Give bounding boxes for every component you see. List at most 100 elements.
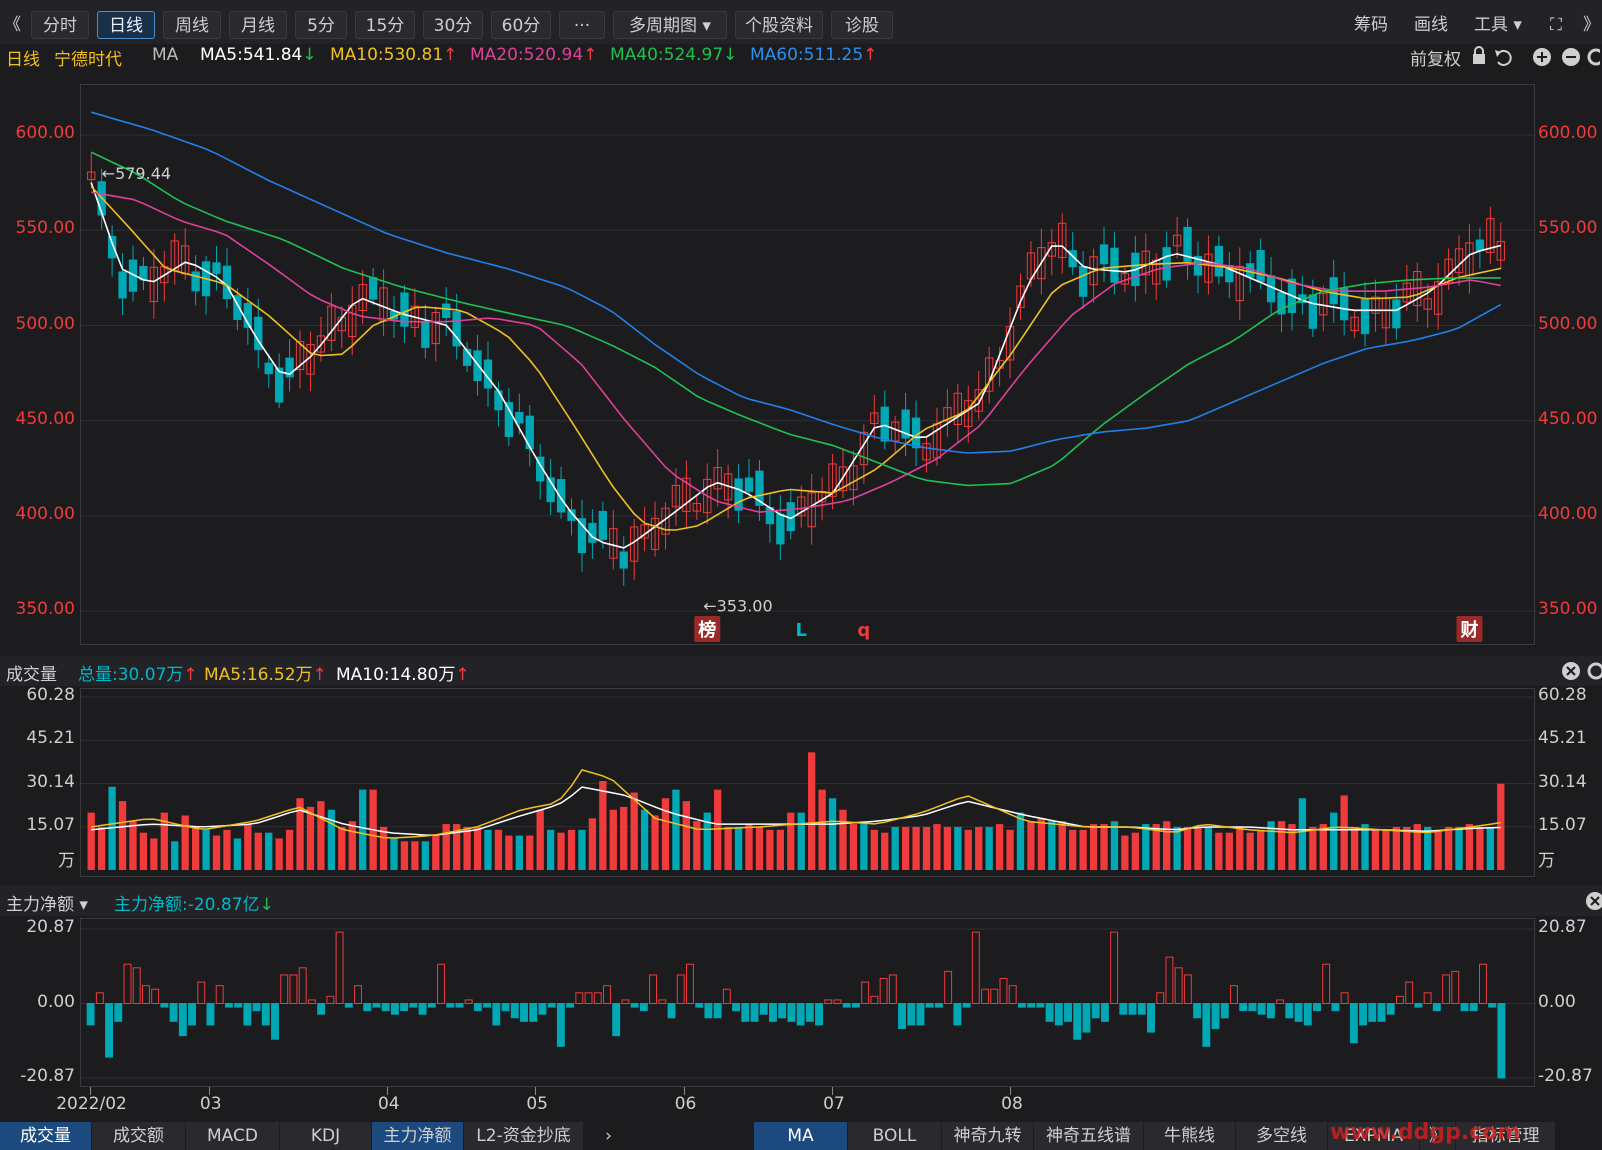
volume-bar[interactable] — [1027, 821, 1035, 870]
volume-bar[interactable] — [860, 824, 868, 870]
flow-bar[interactable] — [1137, 1003, 1146, 1015]
flow-bar[interactable] — [851, 1003, 860, 1008]
candle-body[interactable] — [1350, 316, 1359, 332]
zoom-in-icon[interactable] — [1533, 48, 1551, 66]
tab-more[interactable]: ··· — [559, 11, 605, 39]
flow-bar[interactable] — [686, 963, 694, 1004]
flow-bar[interactable] — [556, 1003, 565, 1047]
flow-bar[interactable] — [667, 1003, 676, 1019]
flow-bar[interactable] — [1110, 931, 1119, 1005]
flow-bar[interactable] — [1285, 1003, 1294, 1019]
volume-bar[interactable] — [682, 801, 691, 870]
flow-bar[interactable] — [842, 1003, 851, 1008]
volume-bar[interactable] — [1225, 832, 1233, 870]
candle-body[interactable] — [1183, 226, 1192, 262]
flow-bar[interactable] — [1303, 1003, 1312, 1026]
event-badge-l[interactable]: L — [795, 620, 806, 641]
flow-bar[interactable] — [473, 1003, 482, 1012]
volume-bar[interactable] — [640, 809, 649, 870]
volume-bar[interactable] — [379, 826, 388, 870]
flow-bar[interactable] — [1349, 1003, 1358, 1044]
flow-bar[interactable] — [676, 974, 685, 1004]
candle-body[interactable] — [556, 479, 566, 513]
flow-bar[interactable] — [1119, 1003, 1128, 1015]
flow-bar[interactable] — [1091, 1003, 1100, 1019]
flow-bar[interactable] — [1414, 1003, 1423, 1008]
flow-bar[interactable] — [1183, 974, 1192, 1004]
indicator-tab-6[interactable]: EXPMA — [1328, 1122, 1420, 1150]
flow-bar[interactable] — [584, 992, 593, 1004]
volume-bar[interactable] — [578, 829, 586, 870]
candle-body[interactable] — [671, 484, 681, 508]
flow-bar[interactable] — [105, 1003, 114, 1058]
gear-icon[interactable] — [1587, 662, 1602, 680]
candle-body[interactable] — [964, 400, 973, 428]
indicator-tab-8[interactable]: 指标管理 — [1456, 1122, 1556, 1150]
candle-body[interactable] — [107, 235, 117, 259]
flow-bar[interactable] — [1174, 967, 1183, 1004]
volume-bar[interactable] — [891, 826, 899, 870]
volume-chart[interactable] — [81, 689, 1536, 878]
flow-bar[interactable] — [1322, 963, 1331, 1004]
flow-bar[interactable] — [1497, 1003, 1506, 1079]
volume-bar[interactable] — [1121, 835, 1129, 870]
volume-bar[interactable] — [150, 838, 158, 870]
tab-zhouxian[interactable]: 周线 — [163, 11, 221, 39]
flow-bar[interactable] — [1036, 1003, 1045, 1008]
volume-bar[interactable] — [818, 789, 826, 870]
candle-body[interactable] — [682, 477, 691, 513]
flow-bar[interactable] — [492, 1003, 501, 1026]
tab-fenshi[interactable]: 分时 — [31, 11, 89, 39]
volume-bar[interactable] — [1215, 832, 1223, 870]
flow-bar[interactable] — [787, 1003, 796, 1022]
flow-bar[interactable] — [1054, 1003, 1063, 1026]
tab-60min[interactable]: 60分 — [491, 11, 551, 39]
flow-bar[interactable] — [1230, 985, 1238, 1004]
candle-body[interactable] — [838, 466, 848, 492]
flow-bar[interactable] — [1359, 1003, 1368, 1026]
flow-bar[interactable] — [1239, 1003, 1248, 1012]
flow-bar[interactable] — [953, 1003, 962, 1026]
flow-bar[interactable] — [1478, 963, 1487, 1004]
flow-bar[interactable] — [409, 1003, 418, 1008]
candle-body[interactable] — [598, 510, 607, 540]
flow-bar[interactable] — [132, 967, 141, 1004]
candle-body[interactable] — [692, 502, 701, 512]
candle-body[interactable] — [233, 295, 242, 320]
volume-bar[interactable] — [494, 829, 503, 870]
volume-bar[interactable] — [620, 806, 628, 870]
candle-body[interactable] — [222, 265, 232, 300]
volume-bar[interactable] — [463, 826, 471, 870]
flow-bar[interactable] — [962, 1003, 971, 1008]
event-badge-q[interactable]: q — [857, 620, 870, 641]
candle-body[interactable] — [650, 517, 660, 551]
flow-bar[interactable] — [298, 967, 307, 1004]
volume-bar[interactable] — [1079, 829, 1087, 870]
flow-bar[interactable] — [1313, 1003, 1321, 1012]
flow-bar[interactable] — [437, 963, 445, 1004]
flow-bar[interactable] — [1460, 1003, 1469, 1012]
volume-bar[interactable] — [1037, 818, 1046, 870]
volume-bar[interactable] — [1444, 826, 1453, 870]
volume-bar[interactable] — [139, 832, 148, 870]
volume-bar[interactable] — [1173, 826, 1181, 870]
bottom-tab-3[interactable]: KDJ — [280, 1122, 372, 1150]
volume-bar[interactable] — [1069, 829, 1077, 870]
tab-15min[interactable]: 15分 — [355, 11, 415, 39]
candle-body[interactable] — [797, 496, 806, 517]
volume-bar[interactable] — [359, 789, 367, 870]
volume-bar[interactable] — [1006, 829, 1014, 870]
candle-body[interactable] — [1475, 239, 1485, 252]
volume-bar[interactable] — [212, 835, 221, 870]
volume-bar[interactable] — [265, 832, 273, 870]
volume-bar[interactable] — [975, 826, 983, 870]
candle-body[interactable] — [295, 341, 305, 371]
candle-body[interactable] — [400, 292, 409, 327]
volume-bar[interactable] — [285, 829, 294, 870]
candle-body[interactable] — [1360, 298, 1370, 335]
flow-bar[interactable] — [870, 995, 879, 1004]
volume-bar[interactable] — [964, 829, 972, 870]
flow-bar[interactable] — [722, 988, 731, 1004]
adjust-mode[interactable]: 前复权 — [1410, 50, 1461, 70]
flow-bar[interactable] — [971, 931, 980, 1005]
